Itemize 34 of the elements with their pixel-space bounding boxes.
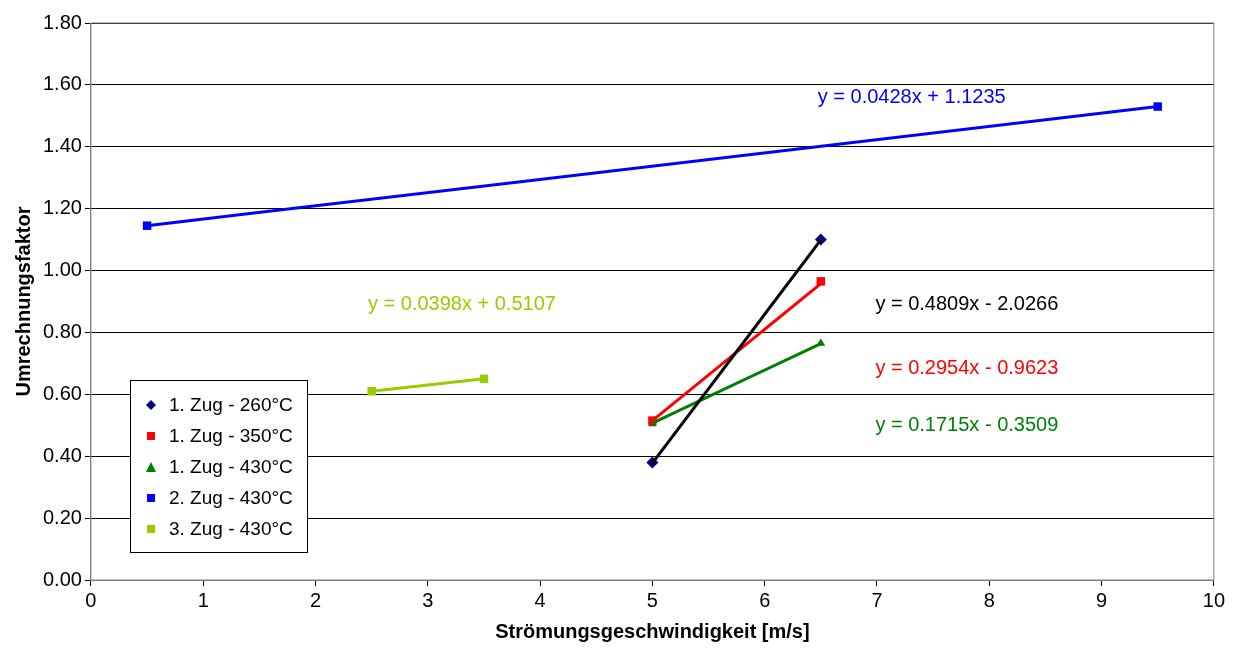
y-tick-label: 0.80	[42, 319, 82, 342]
x-tick-label: 9	[1096, 588, 1108, 611]
y-tick-label: 1.00	[42, 258, 82, 281]
annotation: y = 0.2954x - 0.9623	[875, 356, 1059, 379]
legend-label: 1. Zug - 350°C	[169, 424, 293, 447]
x-tick-label: 7	[871, 588, 883, 611]
annotation: y = 0.0428x + 1.1235	[817, 85, 1006, 108]
y-tick-label: 1.60	[42, 72, 82, 95]
y-tick-label: 1.80	[42, 10, 82, 33]
y-tick-label: 0.20	[42, 505, 82, 528]
legend-label: 2. Zug - 430°C	[169, 486, 293, 509]
y-tick-label: 0.40	[42, 443, 82, 466]
annotation: y = 0.1715x - 0.3509	[875, 413, 1059, 436]
y-tick-label: 0.00	[42, 567, 82, 590]
x-tick-label: 5	[646, 588, 658, 611]
x-tick-label: 0	[85, 588, 97, 611]
x-tick-label: 3	[422, 588, 434, 611]
x-tick-label: 4	[534, 588, 546, 611]
x-tick-label: 1	[197, 588, 209, 611]
x-tick-label: 2	[309, 588, 322, 611]
y-tick-label: 1.40	[42, 134, 82, 157]
annotation: y = 0.4809x - 2.0266	[875, 292, 1059, 315]
y-tick-label: 1.20	[42, 196, 82, 219]
y-tick-label: 0.60	[42, 381, 82, 404]
point	[1153, 102, 1162, 111]
legend-label: 3. Zug - 430°C	[169, 517, 293, 540]
x-tick-label: 10	[1202, 588, 1225, 611]
x-tick-label: 8	[983, 588, 995, 611]
annotation: y = 0.0398x + 0.5107	[367, 292, 556, 315]
legend-label: 1. Zug - 430°C	[169, 455, 293, 478]
y-axis-title: Umrechnungsfaktor	[11, 206, 34, 397]
x-axis-title: Strömungsgeschwindigkeit [m/s]	[495, 619, 810, 642]
x-tick-label: 6	[759, 588, 771, 611]
legend-label: 1. Zug - 260°C	[169, 393, 293, 416]
